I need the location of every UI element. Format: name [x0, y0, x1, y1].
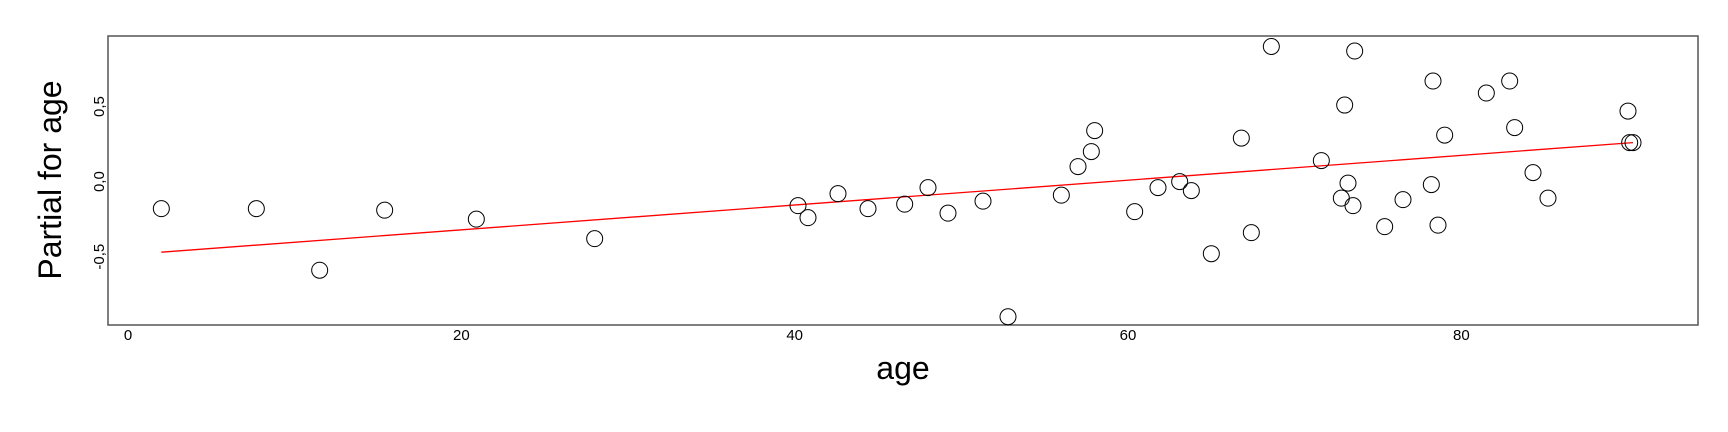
data-point [1501, 72, 1519, 90]
data-point [1262, 38, 1280, 56]
data-point [1126, 203, 1144, 221]
data-point [376, 201, 394, 219]
data-point [1182, 182, 1200, 200]
data-point [859, 200, 877, 218]
y-tick-labels: -0,5 0,0 0,5 [91, 96, 108, 269]
data-point [1524, 164, 1542, 182]
data-point [1149, 179, 1167, 197]
y-tick-label: 0,5 [91, 96, 108, 117]
data-point [247, 200, 265, 218]
data-point [467, 210, 485, 228]
data-point [1424, 72, 1442, 90]
data-point [311, 261, 329, 279]
data-point [919, 179, 937, 197]
data-point [1346, 42, 1364, 60]
data-point [1232, 129, 1250, 147]
y-tick-label: -0,5 [91, 244, 108, 270]
data-point [1477, 84, 1495, 102]
data-point [939, 204, 957, 222]
data-point [1436, 126, 1454, 144]
data-point [1171, 173, 1189, 191]
data-point [1086, 122, 1104, 140]
data-point [1506, 119, 1524, 137]
data-point [1624, 134, 1642, 152]
data-point [1344, 197, 1362, 215]
data-point [1332, 189, 1350, 207]
x-tick-label: 60 [1120, 327, 1137, 344]
x-tick-label: 20 [453, 327, 470, 344]
data-point [1422, 176, 1440, 194]
data-point [974, 192, 992, 210]
data-point [1394, 191, 1412, 209]
data-point [896, 195, 914, 213]
plot-frame [107, 35, 1699, 326]
data-point [1376, 218, 1394, 236]
data-point [586, 230, 604, 248]
data-point [1621, 134, 1639, 152]
data-point [1052, 186, 1070, 204]
data-point [789, 197, 807, 215]
data-points [152, 38, 1642, 326]
data-point [1312, 152, 1330, 170]
data-point [1339, 174, 1357, 192]
data-point [799, 209, 817, 227]
data-point [1069, 158, 1087, 176]
data-point [1242, 224, 1260, 242]
y-axis-title: Partial for age [32, 80, 68, 279]
data-point [1619, 102, 1637, 120]
data-point [1202, 245, 1220, 263]
data-point [1429, 216, 1447, 234]
x-tick-label: 40 [786, 327, 803, 344]
data-point [1539, 189, 1557, 207]
fit-line [161, 141, 1634, 253]
x-tick-labels: 0 20 40 60 80 [124, 327, 1470, 344]
x-tick-label: 0 [124, 327, 132, 344]
y-tick-label: 0,0 [91, 171, 108, 192]
data-point [1336, 96, 1354, 114]
data-point [999, 308, 1017, 326]
x-tick-label: 80 [1453, 327, 1470, 344]
fit-line-group [161, 141, 1634, 253]
data-point [1082, 143, 1100, 161]
data-point [829, 185, 847, 203]
x-axis-title: age [876, 350, 929, 386]
data-point [152, 200, 170, 218]
